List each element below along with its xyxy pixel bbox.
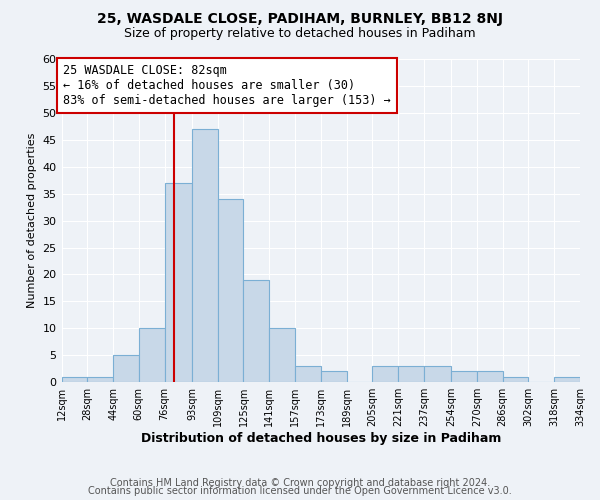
Bar xyxy=(62,377,88,382)
Bar xyxy=(113,356,139,382)
Bar xyxy=(503,377,529,382)
Bar xyxy=(398,366,424,382)
Bar xyxy=(477,372,503,382)
X-axis label: Distribution of detached houses by size in Padiham: Distribution of detached houses by size … xyxy=(140,432,501,445)
Bar xyxy=(139,328,164,382)
Bar xyxy=(424,366,451,382)
Y-axis label: Number of detached properties: Number of detached properties xyxy=(27,133,37,308)
Bar xyxy=(554,377,580,382)
Text: Contains HM Land Registry data © Crown copyright and database right 2024.: Contains HM Land Registry data © Crown c… xyxy=(110,478,490,488)
Bar xyxy=(192,129,218,382)
Bar xyxy=(164,183,192,382)
Text: Contains public sector information licensed under the Open Government Licence v3: Contains public sector information licen… xyxy=(88,486,512,496)
Bar xyxy=(244,280,269,382)
Bar xyxy=(295,366,321,382)
Bar xyxy=(321,372,347,382)
Text: 25 WASDALE CLOSE: 82sqm
← 16% of detached houses are smaller (30)
83% of semi-de: 25 WASDALE CLOSE: 82sqm ← 16% of detache… xyxy=(63,64,391,108)
Bar xyxy=(88,377,113,382)
Bar xyxy=(269,328,295,382)
Text: 25, WASDALE CLOSE, PADIHAM, BURNLEY, BB12 8NJ: 25, WASDALE CLOSE, PADIHAM, BURNLEY, BB1… xyxy=(97,12,503,26)
Bar xyxy=(218,199,244,382)
Text: Size of property relative to detached houses in Padiham: Size of property relative to detached ho… xyxy=(124,28,476,40)
Bar xyxy=(372,366,398,382)
Bar xyxy=(451,372,477,382)
